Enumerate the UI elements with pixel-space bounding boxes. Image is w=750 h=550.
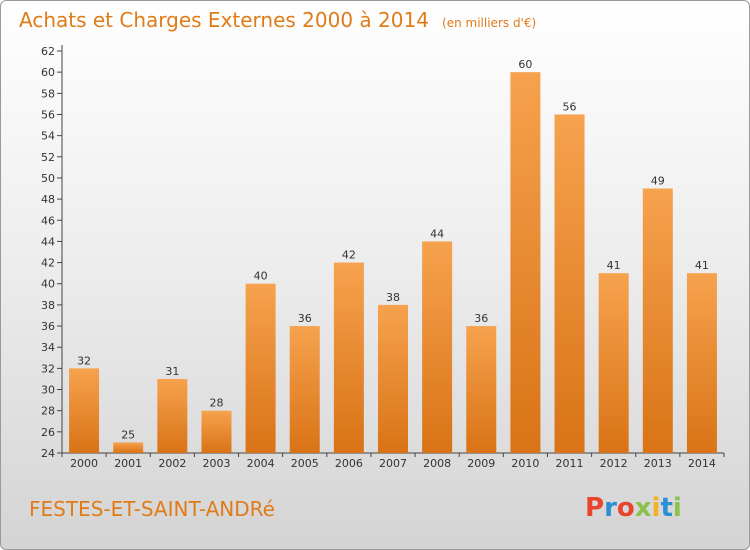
y-tick-label: 30 xyxy=(41,384,55,397)
value-label-2004: 40 xyxy=(254,270,268,283)
x-tick-label: 2010 xyxy=(511,457,539,470)
y-tick-label: 52 xyxy=(41,151,55,164)
bar-2014 xyxy=(686,273,717,453)
logo-letter: P xyxy=(585,493,605,523)
y-tick-label: 24 xyxy=(41,447,55,460)
y-tick-label: 40 xyxy=(41,278,55,291)
value-label-2014: 41 xyxy=(695,259,709,272)
x-tick-label: 2007 xyxy=(379,457,407,470)
y-tick-label: 58 xyxy=(41,87,55,100)
value-label-2012: 41 xyxy=(607,259,621,272)
x-tick-label: 2012 xyxy=(600,457,628,470)
bar-2012 xyxy=(598,273,629,453)
y-tick-label: 36 xyxy=(41,320,55,333)
value-label-2010: 60 xyxy=(518,58,532,71)
y-tick-label: 46 xyxy=(41,214,55,227)
logo-letter: r xyxy=(604,493,617,523)
x-tick-label: 2002 xyxy=(158,457,186,470)
logo-letter: i xyxy=(672,493,682,523)
value-label-2001: 25 xyxy=(121,428,135,441)
x-tick-label: 2008 xyxy=(423,457,451,470)
bar-2005 xyxy=(289,326,320,453)
value-label-2005: 36 xyxy=(298,312,312,325)
axes: 24 26 28 30 32 34 36 38 40 42 44 46 48 50 52 54 56 58 60 62… xyxy=(41,45,725,470)
y-tick-label: 26 xyxy=(41,426,55,439)
value-label-2008: 44 xyxy=(430,227,444,240)
logo-letter: t xyxy=(660,493,673,523)
unit-note: (en milliers d'€) xyxy=(442,16,537,30)
y-tick-label: 42 xyxy=(41,257,55,270)
y-tick-label: 50 xyxy=(41,172,55,185)
commune-name: FESTES-ET-SAINT-ANDRé xyxy=(29,497,275,521)
bar-2011 xyxy=(554,114,585,453)
y-tick-label: 44 xyxy=(41,235,55,248)
bar-2001 xyxy=(113,442,144,453)
bar-2000 xyxy=(69,368,100,453)
value-label-2009: 36 xyxy=(474,312,488,325)
y-tick-label: 62 xyxy=(41,45,55,58)
chart-title: Achats et Charges Externes 2000 à 2014 xyxy=(19,8,429,32)
bar-2003 xyxy=(201,410,232,453)
x-tick-label: 2014 xyxy=(688,457,716,470)
value-label-2006: 42 xyxy=(342,249,356,262)
x-tick-label: 2006 xyxy=(335,457,363,470)
bar-2009 xyxy=(466,326,497,453)
y-tick-label: 48 xyxy=(41,193,55,206)
bar-2010 xyxy=(510,72,541,453)
bar-2007 xyxy=(378,304,408,453)
bar-2002 xyxy=(157,378,188,453)
x-tick-label: 2009 xyxy=(467,457,495,470)
x-tick-label: 2011 xyxy=(556,457,584,470)
y-tick-label: 56 xyxy=(41,108,55,121)
bar-2013 xyxy=(642,188,673,454)
x-tick-label: 2005 xyxy=(291,457,319,470)
bar-2004 xyxy=(245,283,276,453)
value-label-2003: 28 xyxy=(209,397,223,410)
value-label-2007: 38 xyxy=(386,291,400,304)
y-tick-label: 38 xyxy=(41,299,55,312)
y-tick-label: 32 xyxy=(41,362,55,375)
data-labels: 32 25 31 28 40 36 42 38 44 36 60 56 41 49 41 xyxy=(77,58,709,441)
x-tick-label: 2013 xyxy=(644,457,672,470)
bar-2008 xyxy=(422,241,453,453)
value-label-2002: 31 xyxy=(165,365,179,378)
x-tick-label: 2004 xyxy=(247,457,275,470)
bar-2006 xyxy=(333,262,364,453)
logo-letter: x xyxy=(634,493,652,523)
proxiti-logo[interactable]: Proxiti xyxy=(585,493,682,523)
x-tick-label: 2001 xyxy=(114,457,142,470)
y-tick-label: 34 xyxy=(41,341,55,354)
value-label-2011: 56 xyxy=(563,100,577,113)
chart-title-block: Achats et Charges Externes 2000 à 2014 (… xyxy=(19,8,536,32)
y-tick-label: 60 xyxy=(41,66,55,79)
x-tick-label: 2000 xyxy=(70,457,98,470)
y-tick-label: 28 xyxy=(41,405,55,418)
logo-letter: o xyxy=(616,493,635,523)
logo-letter: i xyxy=(651,493,661,523)
value-label-2000: 32 xyxy=(77,354,91,367)
value-label-2013: 49 xyxy=(651,175,665,188)
x-tick-label: 2003 xyxy=(202,457,230,470)
bars xyxy=(69,72,717,454)
y-tick-label: 54 xyxy=(41,130,55,143)
